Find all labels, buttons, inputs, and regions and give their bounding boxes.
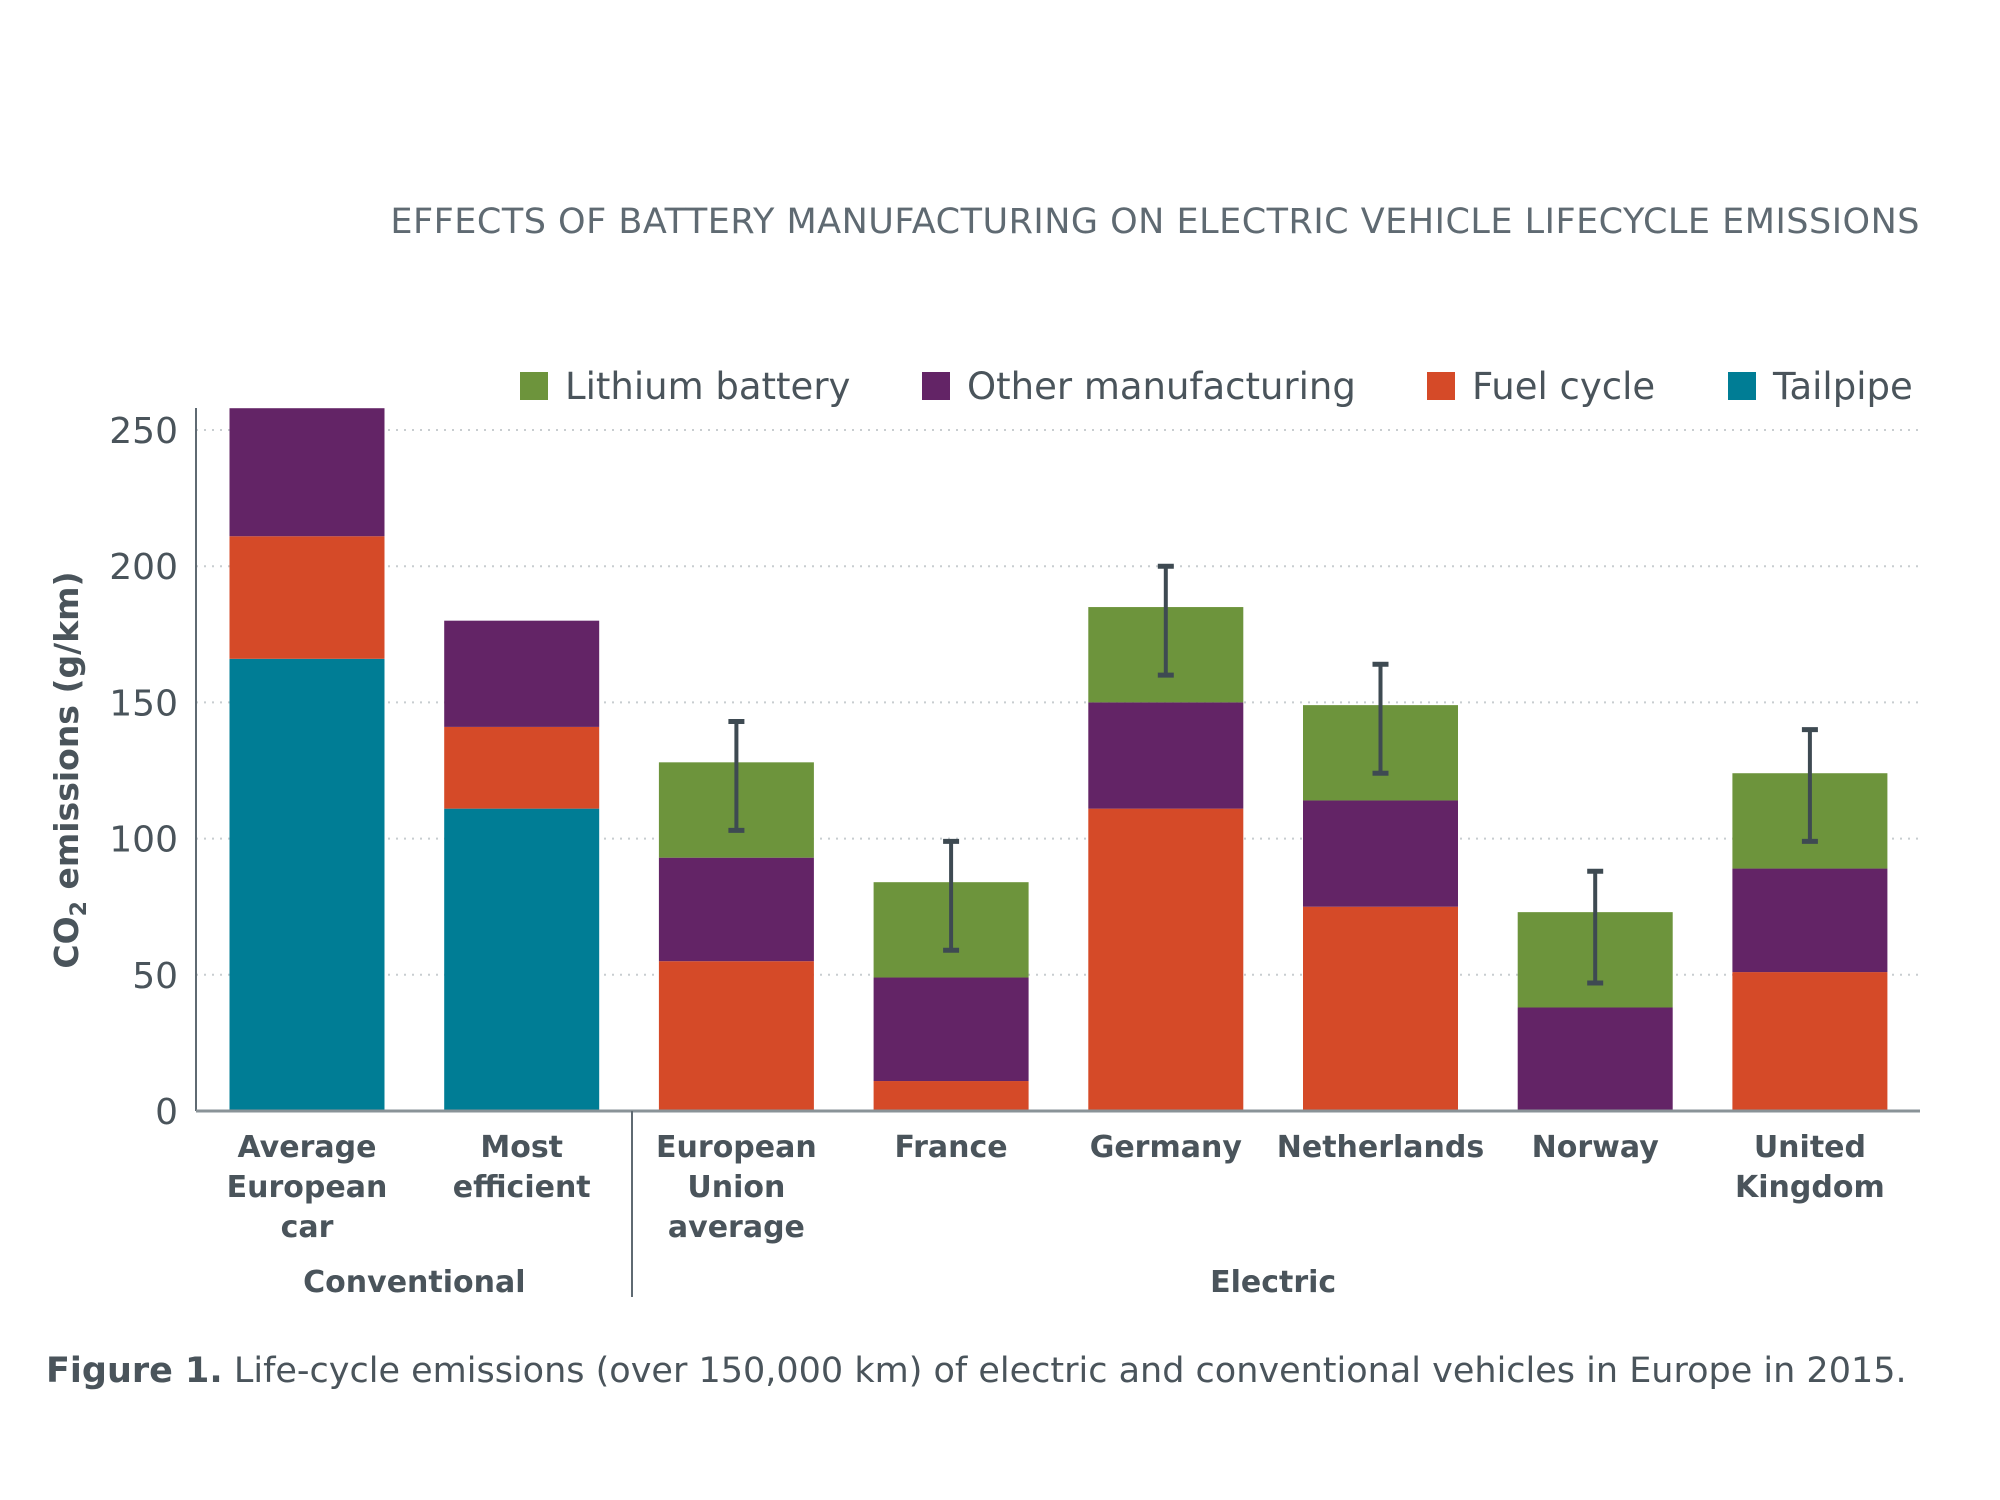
y-tick-label: 200 xyxy=(109,547,178,588)
x-tick-label: United xyxy=(1754,1130,1866,1165)
x-tick-label: car xyxy=(281,1210,334,1245)
bar-segment-tailpipe xyxy=(229,658,385,1111)
legend-swatch xyxy=(922,372,950,400)
group-label: Conventional xyxy=(303,1265,525,1300)
x-tick-label: Kingdom xyxy=(1735,1170,1885,1205)
x-tick-label: Norway xyxy=(1532,1130,1660,1165)
legend-label: Other manufacturing xyxy=(967,365,1356,408)
bar-segment-fuel-cycle xyxy=(873,1081,1029,1111)
legend-swatch xyxy=(520,372,548,400)
bar-segment-other-manufacturing xyxy=(1732,868,1888,973)
x-tick-label: Netherlands xyxy=(1277,1130,1485,1165)
group-label: Electric xyxy=(1210,1265,1336,1300)
caption-text: Life-cycle emissions (over 150,000 km) o… xyxy=(222,1351,1907,1391)
x-tick-label: Union xyxy=(687,1170,785,1205)
bar-segment-other-manufacturing xyxy=(1303,800,1458,907)
y-tick-label: 150 xyxy=(109,683,178,724)
x-tick-label: Average xyxy=(238,1130,377,1165)
bar-segment-fuel-cycle xyxy=(1303,906,1458,1111)
bar-segment-fuel-cycle xyxy=(444,726,600,809)
x-tick-label: Most xyxy=(480,1130,563,1165)
y-tick-label: 250 xyxy=(109,411,178,452)
bar-segment-fuel-cycle xyxy=(1732,972,1888,1111)
x-tick-label: European xyxy=(227,1170,388,1205)
bar-segment-tailpipe xyxy=(444,808,600,1111)
x-tick-label: France xyxy=(895,1130,1008,1165)
bar-segment-other-manufacturing xyxy=(1517,1007,1673,1111)
bar-segment-fuel-cycle xyxy=(229,536,385,659)
x-tick-label: average xyxy=(668,1210,805,1245)
legend-label: Tailpipe xyxy=(1772,365,1913,408)
bar-segment-other-manufacturing xyxy=(444,620,600,727)
x-tick-label: Germany xyxy=(1090,1130,1243,1165)
y-tick-label: 50 xyxy=(132,956,178,997)
legend-label: Fuel cycle xyxy=(1472,365,1655,408)
bar-segment-other-manufacturing xyxy=(658,857,814,962)
caption-label: Figure 1. xyxy=(46,1351,223,1391)
y-tick-label: 0 xyxy=(155,1092,178,1133)
bar-segment-fuel-cycle xyxy=(1088,808,1244,1111)
legend-swatch xyxy=(1728,372,1756,400)
x-tick-label: European xyxy=(656,1130,817,1165)
y-axis-label: CO2 emissions (g/km) xyxy=(47,571,92,968)
chart-title: EFFECTS OF BATTERY MANUFACTURING ON ELEC… xyxy=(390,202,1920,242)
legend-swatch xyxy=(1427,372,1455,400)
bar-segment-other-manufacturing xyxy=(229,408,385,537)
bar-segment-other-manufacturing xyxy=(873,977,1029,1082)
bar-segment-other-manufacturing xyxy=(1088,702,1244,809)
figure-caption: Figure 1. Life-cycle emissions (over 150… xyxy=(46,1345,1946,1397)
legend-label: Lithium battery xyxy=(565,365,850,408)
x-tick-label: efficient xyxy=(453,1170,591,1205)
bar-segment-fuel-cycle xyxy=(658,961,814,1111)
y-tick-label: 100 xyxy=(109,820,178,861)
